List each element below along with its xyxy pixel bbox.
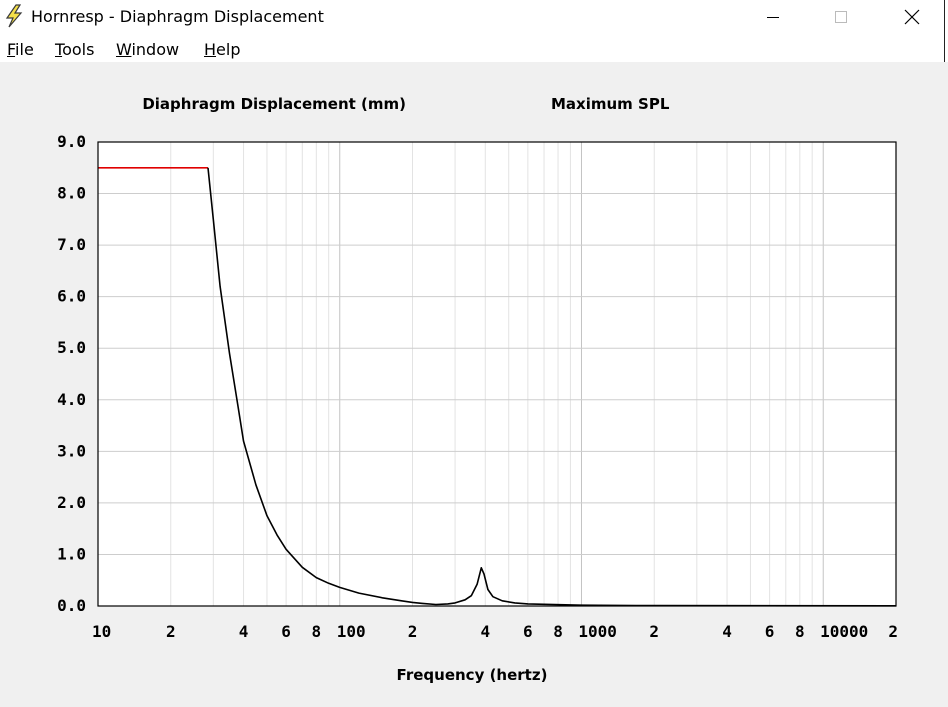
- plot-area: [98, 142, 896, 606]
- menu-bar: [0, 33, 948, 62]
- plot-frame: [97, 141, 897, 607]
- x-tick-label: 6: [281, 622, 291, 641]
- close-icon: [904, 9, 920, 24]
- x-tick-label: 10000: [820, 622, 868, 641]
- x-tick-label: 4: [480, 622, 490, 641]
- maximize-button[interactable]: [818, 0, 864, 33]
- chart-subtitle: Maximum SPL: [551, 95, 670, 113]
- y-tick-label: 4.0: [57, 390, 86, 409]
- maximize-icon: [835, 10, 847, 23]
- x-tick-label: 4: [239, 622, 249, 641]
- x-tick-label: 8: [553, 622, 563, 641]
- x-tick-label: 6: [523, 622, 533, 641]
- x-tick-label: 10: [92, 622, 111, 641]
- x-tick-label: 8: [311, 622, 321, 641]
- window-title: Hornresp - Diaphragm Displacement: [31, 7, 324, 26]
- x-tick-label: 8: [795, 622, 805, 641]
- x-tick-label: 2: [649, 622, 659, 641]
- menu-file[interactable]: File: [7, 40, 34, 59]
- series-line-1: [207, 167, 897, 607]
- minimize-icon: [767, 16, 779, 18]
- y-tick-label: 9.0: [57, 132, 86, 151]
- lightning-bolt-icon: [5, 4, 23, 28]
- window-edge: [944, 0, 948, 62]
- y-tick-label: 1.0: [57, 544, 86, 563]
- y-tick-label: 0.0: [57, 596, 86, 615]
- x-axis-label: Frequency (hertz): [397, 666, 548, 684]
- x-tick-label: 2: [166, 622, 176, 641]
- chart-title: Diaphragm Displacement (mm): [142, 95, 406, 113]
- x-tick-label: 6: [765, 622, 775, 641]
- x-tick-label: 2: [408, 622, 418, 641]
- y-tick-label: 7.0: [57, 235, 86, 254]
- x-tick-label: 2: [888, 622, 898, 641]
- x-tick-label: 100: [337, 622, 366, 641]
- title-bar: Hornresp - Diaphragm Displacement: [0, 0, 948, 33]
- displacement-chart: Diaphragm Displacement (mm) Maximum SPL …: [57, 95, 898, 684]
- menu-help[interactable]: Help: [204, 40, 241, 59]
- y-tick-label: 2.0: [57, 493, 86, 512]
- x-tick-label: 1000: [578, 622, 617, 641]
- y-tick-label: 5.0: [57, 338, 86, 357]
- y-tick-label: 8.0: [57, 184, 86, 203]
- x-tick-label: 4: [722, 622, 732, 641]
- y-tick-label: 3.0: [57, 441, 86, 460]
- close-button[interactable]: [889, 0, 935, 33]
- menu-window[interactable]: Window: [116, 40, 180, 59]
- y-tick-label: 6.0: [57, 287, 86, 306]
- minimize-button[interactable]: [750, 0, 796, 33]
- menu-tools[interactable]: Tools: [55, 40, 95, 59]
